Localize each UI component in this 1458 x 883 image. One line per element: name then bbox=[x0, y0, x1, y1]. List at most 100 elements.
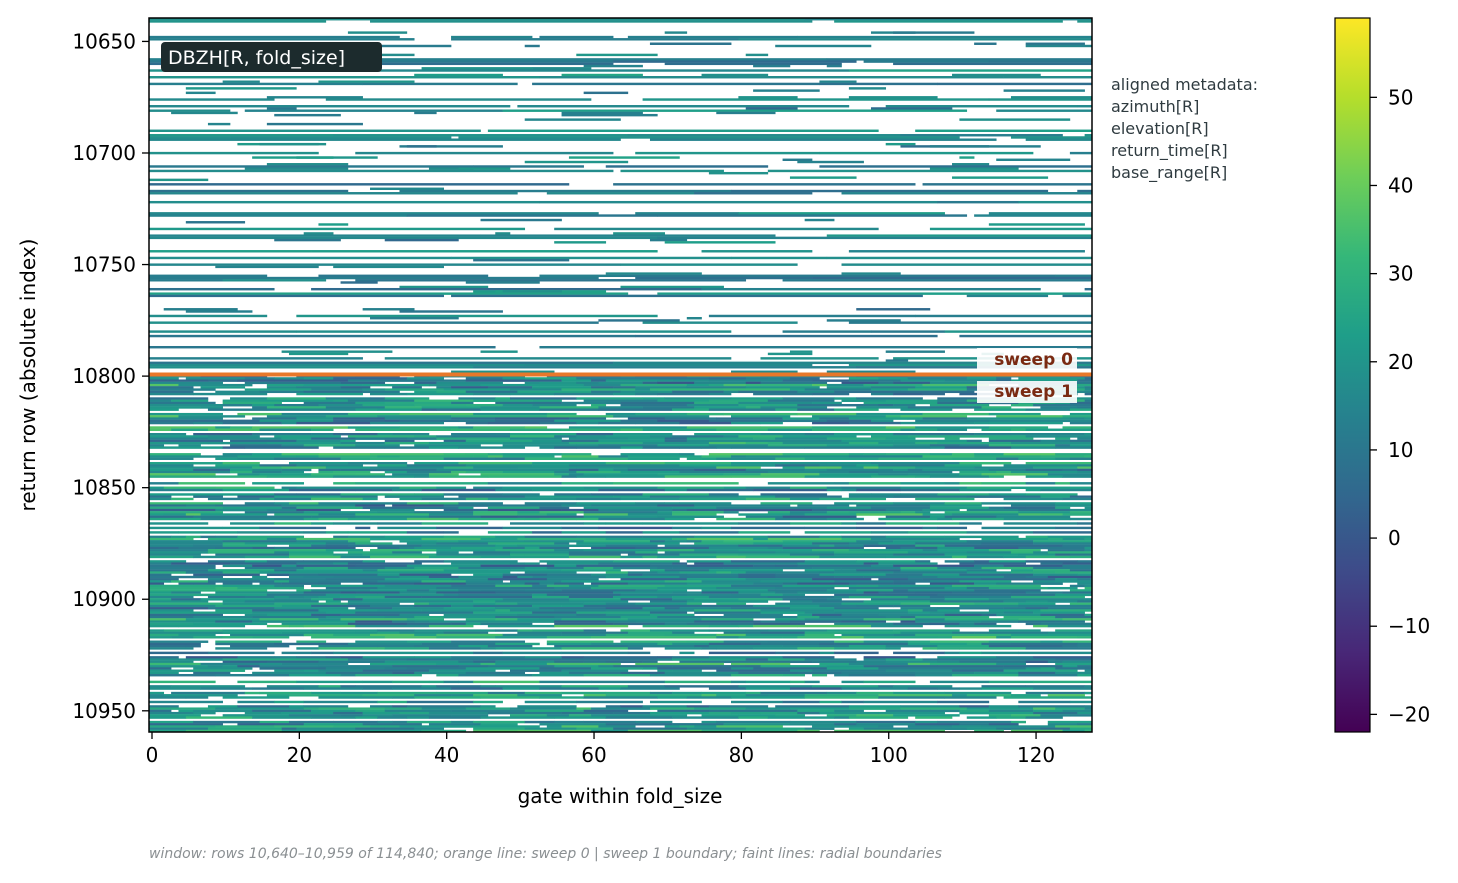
heatmap-segment bbox=[377, 580, 422, 583]
heatmap-segment bbox=[207, 537, 268, 541]
heatmap-segment bbox=[288, 502, 319, 505]
heatmap-segment bbox=[428, 383, 481, 387]
heatmap-segment bbox=[591, 582, 629, 585]
heatmap-segment bbox=[1084, 417, 1092, 420]
heatmap-segment bbox=[149, 455, 216, 458]
heatmap-segment bbox=[399, 613, 430, 617]
heatmap-segment bbox=[340, 457, 371, 460]
heatmap-segment bbox=[591, 504, 658, 507]
heatmap-segment bbox=[789, 600, 813, 603]
heatmap-segment bbox=[848, 546, 864, 550]
heatmap-segment bbox=[259, 582, 282, 585]
y-axis-label: return row (absolute index) bbox=[16, 239, 40, 512]
heatmap-segment bbox=[473, 455, 489, 458]
heatmap-segment bbox=[583, 549, 658, 552]
heatmap-segment bbox=[804, 633, 835, 637]
heatmap-segment bbox=[1077, 468, 1092, 472]
heatmap-segment bbox=[745, 642, 761, 646]
heatmap-segment bbox=[436, 542, 489, 545]
heatmap-segment bbox=[804, 611, 835, 614]
heatmap-segment bbox=[546, 562, 599, 565]
heatmap-segment bbox=[767, 694, 805, 697]
heatmap-segment bbox=[185, 221, 246, 224]
heatmap-segment bbox=[1084, 455, 1092, 458]
heatmap-segment bbox=[370, 502, 408, 505]
heatmap-segment bbox=[406, 622, 452, 626]
heatmap-segment bbox=[1084, 685, 1092, 688]
heatmap-segment bbox=[583, 602, 607, 606]
heatmap-segment bbox=[812, 392, 850, 396]
heatmap-segment bbox=[524, 457, 555, 460]
heatmap-segment bbox=[900, 421, 975, 425]
heatmap-segment bbox=[657, 709, 710, 713]
heatmap-segment bbox=[215, 673, 253, 677]
heatmap-segment bbox=[657, 696, 688, 699]
heatmap-segment bbox=[377, 723, 422, 726]
heatmap-segment bbox=[885, 660, 938, 664]
heatmap-segment bbox=[473, 412, 548, 416]
heatmap-segment bbox=[834, 609, 909, 612]
heatmap-segment bbox=[988, 723, 1019, 726]
heatmap-segment bbox=[509, 566, 526, 570]
heatmap-segment bbox=[509, 562, 526, 565]
heatmap-segment bbox=[406, 437, 437, 440]
heatmap-segment bbox=[856, 522, 887, 525]
heatmap-segment bbox=[473, 466, 518, 469]
heatmap-segment bbox=[826, 462, 872, 465]
heatmap-segment bbox=[605, 691, 651, 695]
heatmap-segment bbox=[149, 279, 223, 282]
heatmap-segment bbox=[436, 685, 481, 688]
heatmap-segment bbox=[576, 707, 592, 710]
heatmap-segment bbox=[745, 53, 769, 57]
heatmap-segment bbox=[495, 232, 511, 235]
heatmap-segment bbox=[252, 620, 319, 623]
heatmap-segment bbox=[922, 573, 960, 577]
heatmap-segment bbox=[966, 486, 1012, 489]
heatmap-segment bbox=[561, 589, 636, 592]
heatmap-segment bbox=[1025, 600, 1049, 603]
heatmap-segment bbox=[1084, 691, 1092, 695]
heatmap-segment bbox=[149, 468, 194, 472]
heatmap-segment bbox=[495, 660, 555, 664]
heatmap-segment bbox=[745, 691, 761, 695]
heatmap-segment bbox=[1047, 723, 1078, 726]
heatmap-segment bbox=[362, 569, 378, 572]
heatmap-segment bbox=[325, 58, 828, 61]
heatmap-segment bbox=[377, 379, 452, 382]
heatmap-segment bbox=[325, 656, 341, 659]
heatmap-segment bbox=[443, 457, 496, 460]
heatmap-segment bbox=[303, 383, 363, 387]
heatmap-segment bbox=[907, 435, 953, 438]
heatmap-segment bbox=[333, 553, 363, 556]
heatmap-segment bbox=[856, 723, 916, 726]
heatmap-segment bbox=[1018, 671, 1056, 675]
heatmap-segment bbox=[1010, 136, 1092, 139]
heatmap-segment bbox=[149, 421, 194, 425]
heatmap-segment bbox=[885, 105, 1078, 108]
heatmap-segment bbox=[885, 644, 938, 648]
heatmap-segment bbox=[443, 531, 459, 534]
heatmap-segment bbox=[546, 593, 621, 597]
heatmap-segment bbox=[576, 611, 651, 614]
heatmap-segment bbox=[311, 250, 658, 253]
heatmap-segment bbox=[561, 725, 599, 728]
heatmap-segment bbox=[215, 725, 275, 728]
heatmap-segment bbox=[149, 535, 172, 539]
heatmap-segment bbox=[900, 134, 990, 137]
heatmap-segment bbox=[458, 540, 526, 543]
metadata-note-line: elevation[R] bbox=[1111, 119, 1209, 138]
heatmap-segment bbox=[826, 598, 842, 601]
heatmap-segment bbox=[598, 665, 614, 668]
heatmap-segment bbox=[642, 493, 710, 496]
heatmap-segment bbox=[1069, 408, 1092, 411]
heatmap-segment bbox=[509, 462, 533, 465]
heatmap-segment bbox=[1033, 404, 1092, 407]
heatmap-segment bbox=[870, 531, 909, 534]
heatmap-segment bbox=[856, 526, 923, 530]
heatmap-segment bbox=[1040, 455, 1085, 458]
heatmap-segment bbox=[789, 388, 805, 391]
heatmap-segment bbox=[207, 705, 238, 708]
heatmap-segment bbox=[959, 118, 1071, 121]
heatmap-segment bbox=[532, 629, 584, 632]
heatmap-segment bbox=[274, 435, 341, 438]
